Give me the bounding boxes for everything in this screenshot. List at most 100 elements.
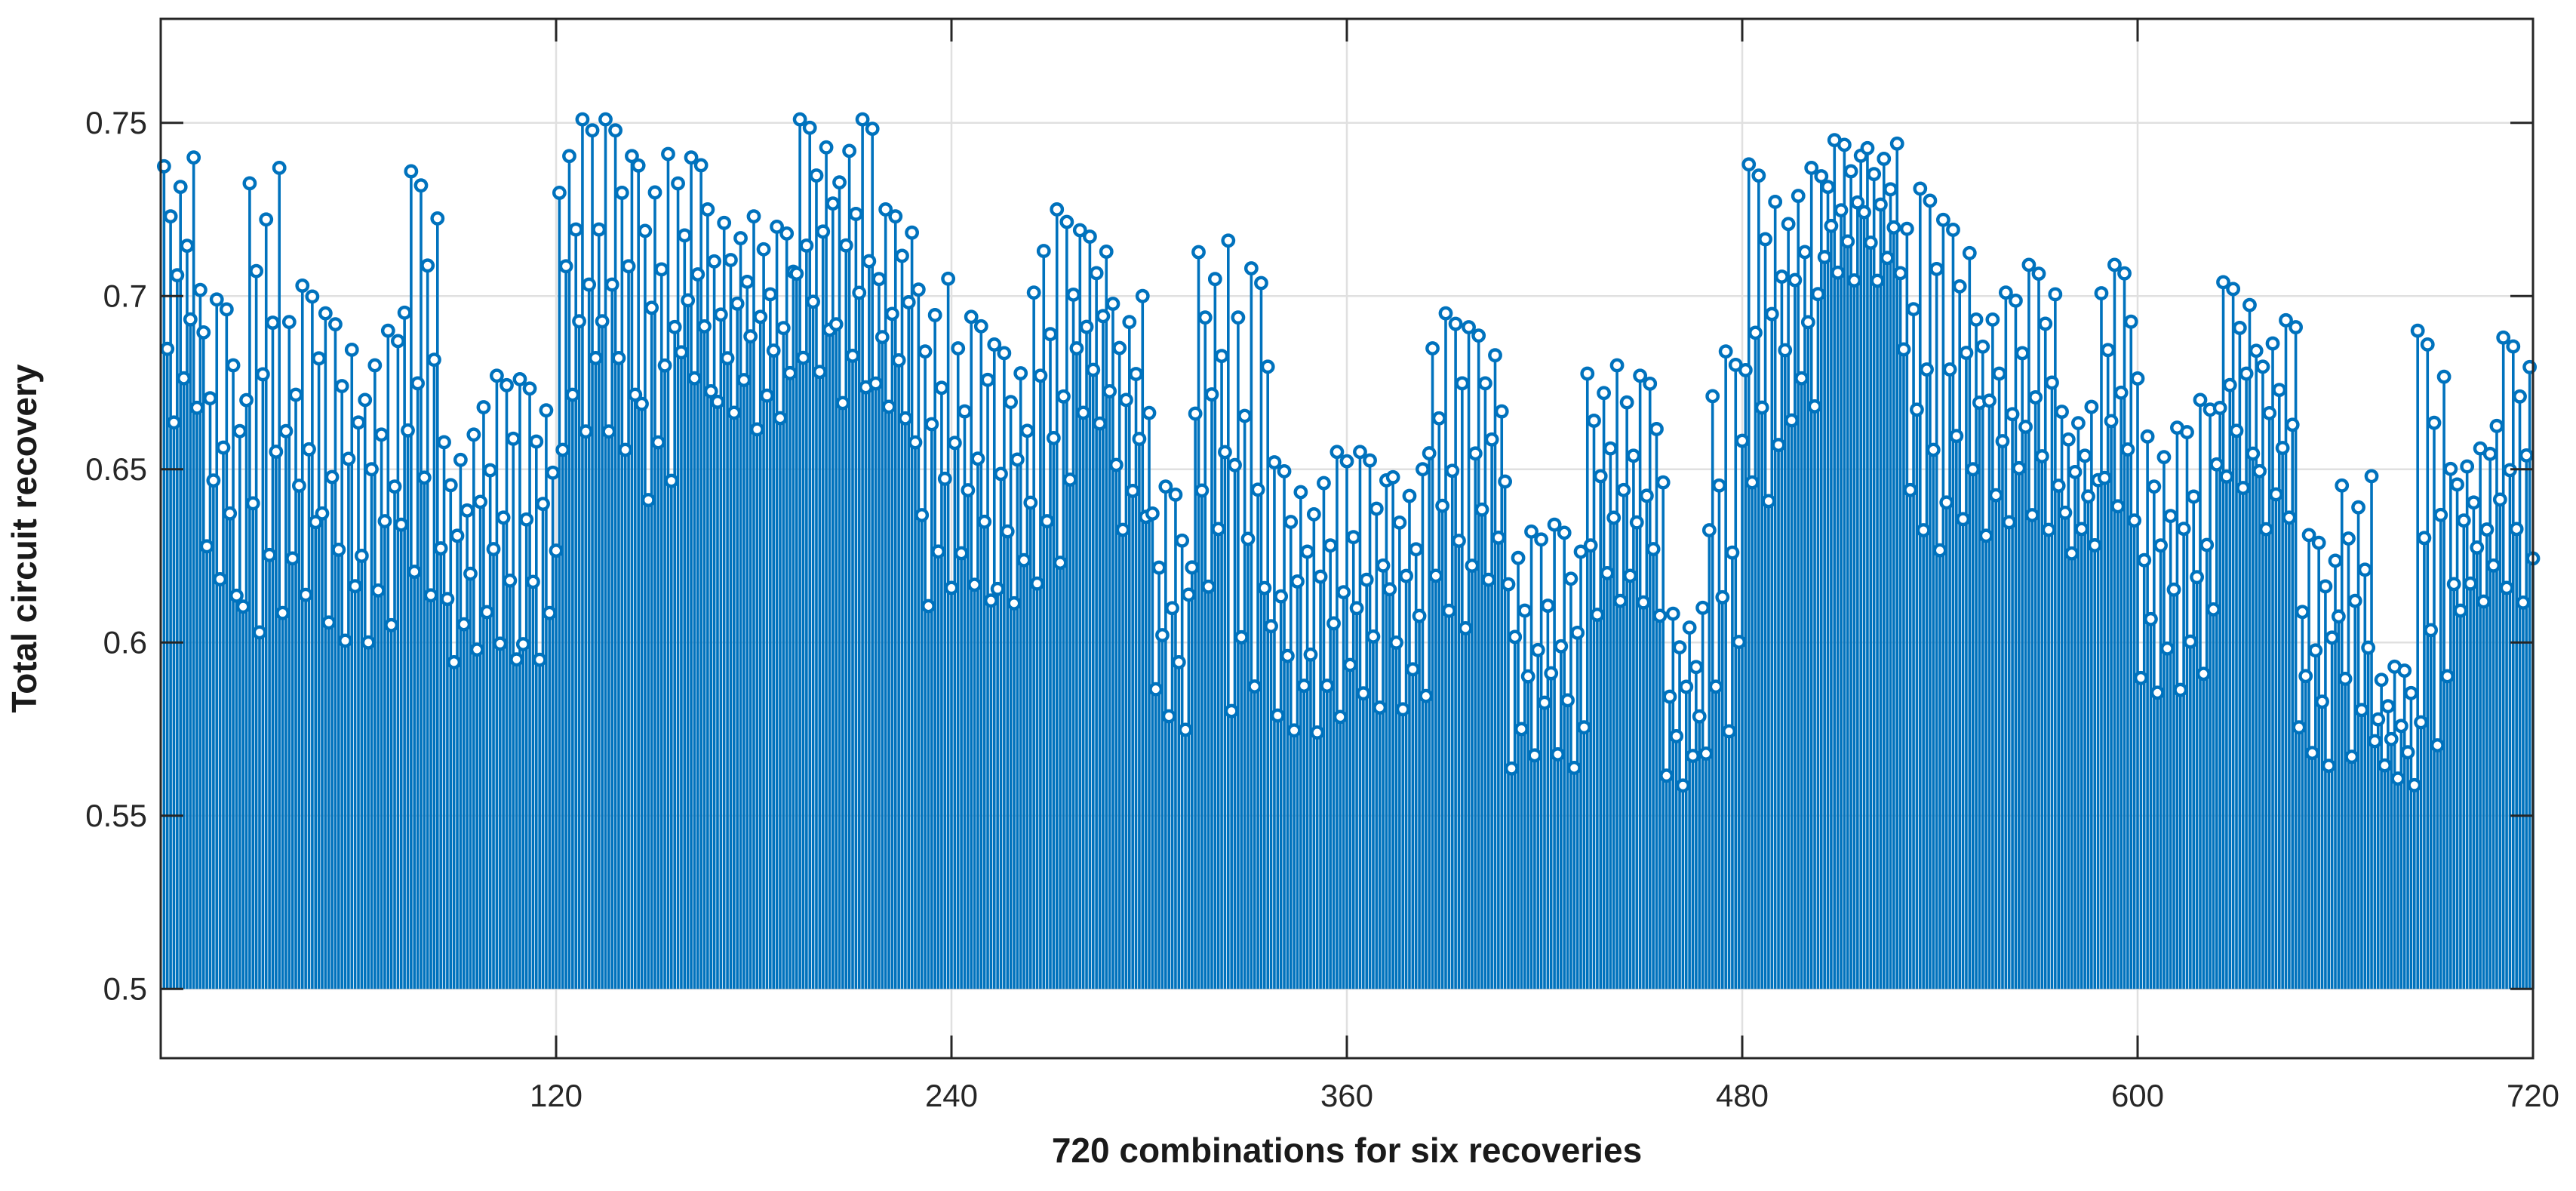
stem-marker (1893, 266, 1908, 281)
stem-marker (1326, 616, 1341, 631)
stem-marker (589, 350, 603, 365)
stem-marker (1132, 432, 1147, 446)
stem-marker (2289, 320, 2304, 334)
stem-marker (1201, 579, 1216, 594)
stem-marker (693, 158, 709, 173)
stem-marker (1185, 560, 1200, 575)
stem-marker (2127, 513, 2142, 528)
stem-marker (1708, 679, 1723, 694)
stem-marker (2209, 457, 2224, 472)
stem-marker (1583, 538, 1598, 553)
stem-marker (934, 380, 949, 395)
stem-marker (891, 352, 906, 368)
stem-marker (941, 271, 956, 286)
stem-marker (644, 300, 659, 315)
stem-marker (1218, 445, 1232, 460)
stem-marker (1686, 749, 1700, 763)
stem-marker (1643, 376, 1658, 391)
stem-marker (568, 222, 583, 237)
stem-marker (509, 652, 524, 667)
stem-marker (2311, 535, 2326, 550)
stem-marker (2301, 528, 2316, 543)
stem-marker (2335, 478, 2350, 493)
stem-marker (1913, 181, 1928, 196)
stem-marker (255, 367, 270, 382)
stem-marker (1096, 309, 1111, 324)
stem-marker (1119, 392, 1133, 408)
stem-marker (1800, 315, 1815, 330)
stem-marker (2018, 420, 2033, 434)
stem-marker (2378, 758, 2392, 773)
stem-marker (1428, 568, 1443, 583)
stem-marker (2163, 509, 2178, 524)
stem-marker (2338, 671, 2353, 686)
stem-marker (2193, 392, 2208, 408)
stem-marker (638, 223, 653, 239)
stem-marker (2084, 399, 2099, 414)
stem-marker (549, 543, 564, 558)
y-tick-label: 0.5 (103, 971, 147, 1007)
stem-marker (1692, 709, 1707, 724)
stem-marker (2308, 643, 2323, 658)
stem-marker (1007, 596, 1022, 611)
stem-marker (1613, 593, 1628, 608)
stem-marker (2137, 552, 2152, 568)
stem-marker (1356, 686, 1371, 701)
stem-marker (835, 395, 850, 411)
stem-marker (1932, 543, 1947, 558)
stem-marker (1593, 469, 1608, 484)
stem-marker (1399, 568, 1414, 583)
stem-marker (1346, 530, 1361, 545)
stem-marker (1300, 544, 1315, 559)
stem-marker (2516, 596, 2531, 610)
stem-marker (1435, 498, 1450, 513)
stem-marker (1867, 167, 1882, 182)
stem-marker (463, 566, 478, 581)
stem-marker (2130, 371, 2145, 386)
stem-marker (1689, 660, 1704, 675)
stem-marker (1188, 406, 1203, 421)
stem-marker (1520, 669, 1535, 684)
stem-marker (2097, 470, 2112, 485)
stem-marker (1066, 287, 1081, 302)
stem-marker (1850, 195, 1865, 210)
stem-marker (506, 431, 521, 446)
stem-marker (915, 508, 930, 522)
stem-marker (2067, 464, 2083, 479)
stem-marker (661, 146, 675, 162)
stem-marker (239, 392, 254, 408)
stem-marker (2268, 487, 2283, 502)
stem-marker (585, 123, 600, 138)
stem-marker (1636, 595, 1651, 610)
stem-marker (2384, 731, 2399, 746)
stem-marker (746, 209, 761, 224)
stem-marker (1431, 411, 1446, 426)
stem-marker (1501, 577, 1516, 592)
stem-marker (2147, 479, 2162, 494)
stem-marker (1112, 340, 1127, 355)
stem-marker (895, 248, 909, 263)
stem-marker (2110, 499, 2126, 514)
stem-marker (2186, 489, 2201, 504)
stem-marker (298, 587, 313, 602)
stem-marker (1580, 366, 1595, 381)
stem-marker (1748, 325, 1763, 340)
stem-marker (921, 599, 936, 614)
stem-marker (1478, 376, 1492, 391)
y-tick-label: 0.75 (85, 105, 147, 140)
stem-marker (1385, 469, 1400, 485)
stem-marker (443, 478, 458, 493)
stem-marker (1313, 569, 1328, 584)
stem-marker (1629, 515, 1644, 530)
stem-marker (1662, 689, 1677, 704)
stem-marker (364, 462, 379, 477)
stem-marker (1122, 315, 1137, 330)
stem-marker (1758, 232, 1772, 247)
stem-marker (2506, 339, 2521, 354)
stem-marker (885, 306, 899, 322)
stem-marker (1508, 629, 1523, 645)
stem-marker (674, 345, 689, 360)
stem-marker (1422, 446, 1437, 460)
stem-marker (2285, 417, 2300, 432)
stem-marker (984, 593, 998, 608)
